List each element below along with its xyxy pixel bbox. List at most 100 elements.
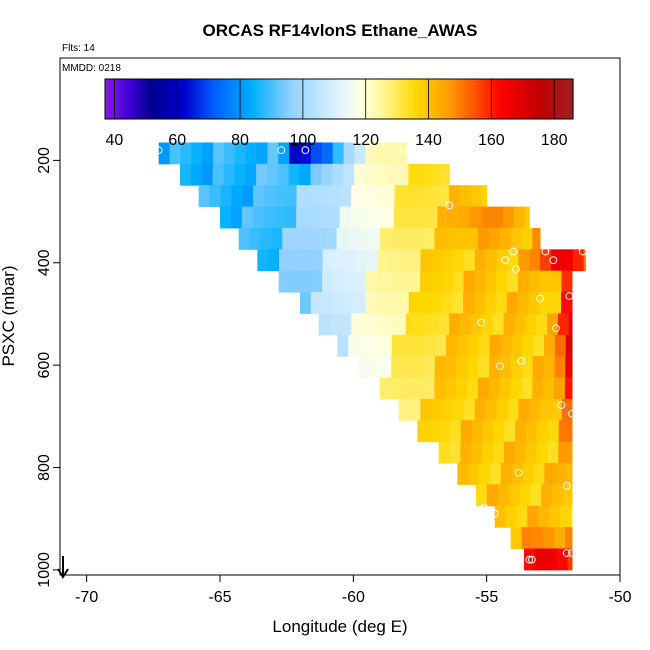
heatmap-cell — [282, 227, 294, 250]
heatmap-cell — [383, 313, 396, 336]
colorbar-segment — [198, 79, 203, 119]
sample-point — [301, 146, 310, 155]
colorbar-segment — [357, 79, 362, 119]
heatmap-cell — [452, 292, 464, 314]
heatmap-cell — [362, 313, 374, 336]
colorbar-segment — [170, 79, 175, 119]
colorbar-segment — [491, 79, 496, 119]
colorbar-segment — [404, 79, 409, 119]
heatmap-cell — [438, 441, 451, 464]
heatmap-cell — [428, 420, 440, 443]
colorbar-segment — [123, 79, 128, 119]
heatmap-cell — [568, 313, 573, 336]
heatmap-cell — [321, 292, 334, 314]
heatmap-cell — [459, 185, 472, 208]
heatmap-cell — [329, 185, 341, 208]
x-tick-label: -55 — [475, 589, 498, 606]
heatmap-cell — [510, 356, 523, 379]
sample-point — [405, 146, 414, 155]
colorbar-segment — [348, 79, 353, 119]
heatmap-cell — [369, 334, 382, 357]
heatmap-cell — [518, 249, 530, 272]
heatmap-cell — [369, 227, 381, 250]
heatmap-cell — [569, 441, 573, 464]
heatmap-cell — [394, 206, 406, 229]
heatmap-cell — [310, 292, 323, 314]
colorbar-segment — [183, 79, 187, 119]
heatmap-cell — [437, 206, 449, 229]
heatmap-cell — [340, 313, 352, 336]
heatmap-cell — [252, 206, 265, 229]
sample-point — [528, 555, 536, 564]
colorbar-segment — [548, 79, 552, 119]
heatmap-cell — [180, 163, 192, 186]
sample-point — [549, 256, 558, 265]
heatmap-cell — [532, 356, 545, 379]
colorbar-segment — [470, 79, 474, 119]
colorbar-segment — [229, 79, 234, 119]
heatmap-cell — [448, 206, 460, 229]
heatmap-cell — [348, 334, 360, 357]
colorbar-segment — [435, 79, 440, 119]
heatmap-cell — [347, 227, 359, 250]
heatmap-cell — [570, 505, 573, 528]
flights-label: Flts: 14 — [62, 43, 95, 54]
y-tick-label: 1000 — [36, 552, 53, 588]
heatmap-cell — [267, 163, 279, 186]
heatmap-cell — [419, 292, 432, 314]
colorbar-segment — [566, 79, 571, 119]
heatmap-cell — [328, 206, 341, 229]
heatmap-cell — [488, 377, 501, 400]
heatmap-cell — [550, 292, 562, 314]
heatmap-cell — [508, 484, 521, 507]
heatmap-cell — [431, 249, 443, 272]
heatmap-cell — [485, 249, 498, 272]
colorbar-segment — [360, 79, 365, 119]
heatmap-cell — [499, 377, 512, 400]
colorbar-segment — [323, 79, 328, 119]
heatmap-cell — [351, 313, 363, 336]
heatmap-cell — [482, 441, 494, 464]
colorbar-segment — [510, 79, 515, 119]
heatmap-cell — [544, 463, 556, 485]
heatmap-cell — [256, 142, 268, 165]
colorbar-segment — [289, 79, 293, 119]
heatmap-cell — [191, 142, 203, 165]
colorbar-segment — [317, 79, 321, 119]
colorbar-segment — [292, 79, 296, 119]
heatmap-cell — [317, 206, 330, 229]
colorbar-tick-label: 60 — [168, 132, 186, 149]
colorbar-tick-label: 120 — [352, 132, 379, 149]
colorbar-segment — [264, 79, 268, 119]
heatmap-cell — [544, 334, 556, 357]
heatmap-cell — [456, 377, 468, 400]
heatmap-cell — [274, 185, 287, 208]
heatmap-cell — [303, 227, 316, 250]
colorbar-ticks: 40 60 80 100 120 140 160 180 — [106, 79, 568, 149]
heatmap-cell — [238, 227, 251, 250]
heatmap-cell — [456, 334, 469, 357]
colorbar-segment — [236, 79, 240, 119]
heatmap-cell — [288, 163, 301, 186]
colorbar-segment — [438, 79, 443, 119]
heatmap-cell — [572, 249, 585, 272]
colorbar-segment — [401, 79, 406, 119]
colorbar-segment — [226, 79, 231, 119]
colorbar-segment — [133, 79, 137, 119]
heatmap-cell — [383, 206, 395, 229]
heatmap-cell — [314, 227, 327, 250]
heatmap-cell — [241, 206, 254, 229]
colorbar-segment — [245, 79, 250, 119]
heatmap-cell — [497, 484, 510, 507]
heatmap-cell — [456, 356, 468, 379]
heatmap-cell — [242, 185, 254, 208]
heatmap-cell — [441, 163, 450, 186]
heatmap-cell — [554, 377, 566, 400]
heatmap-cell — [397, 142, 408, 165]
colorbar-segment — [354, 79, 359, 119]
heatmap-cell — [271, 227, 283, 250]
sample-point — [512, 265, 520, 273]
colorbar-segment — [161, 79, 165, 119]
heatmap-cell — [533, 334, 545, 357]
